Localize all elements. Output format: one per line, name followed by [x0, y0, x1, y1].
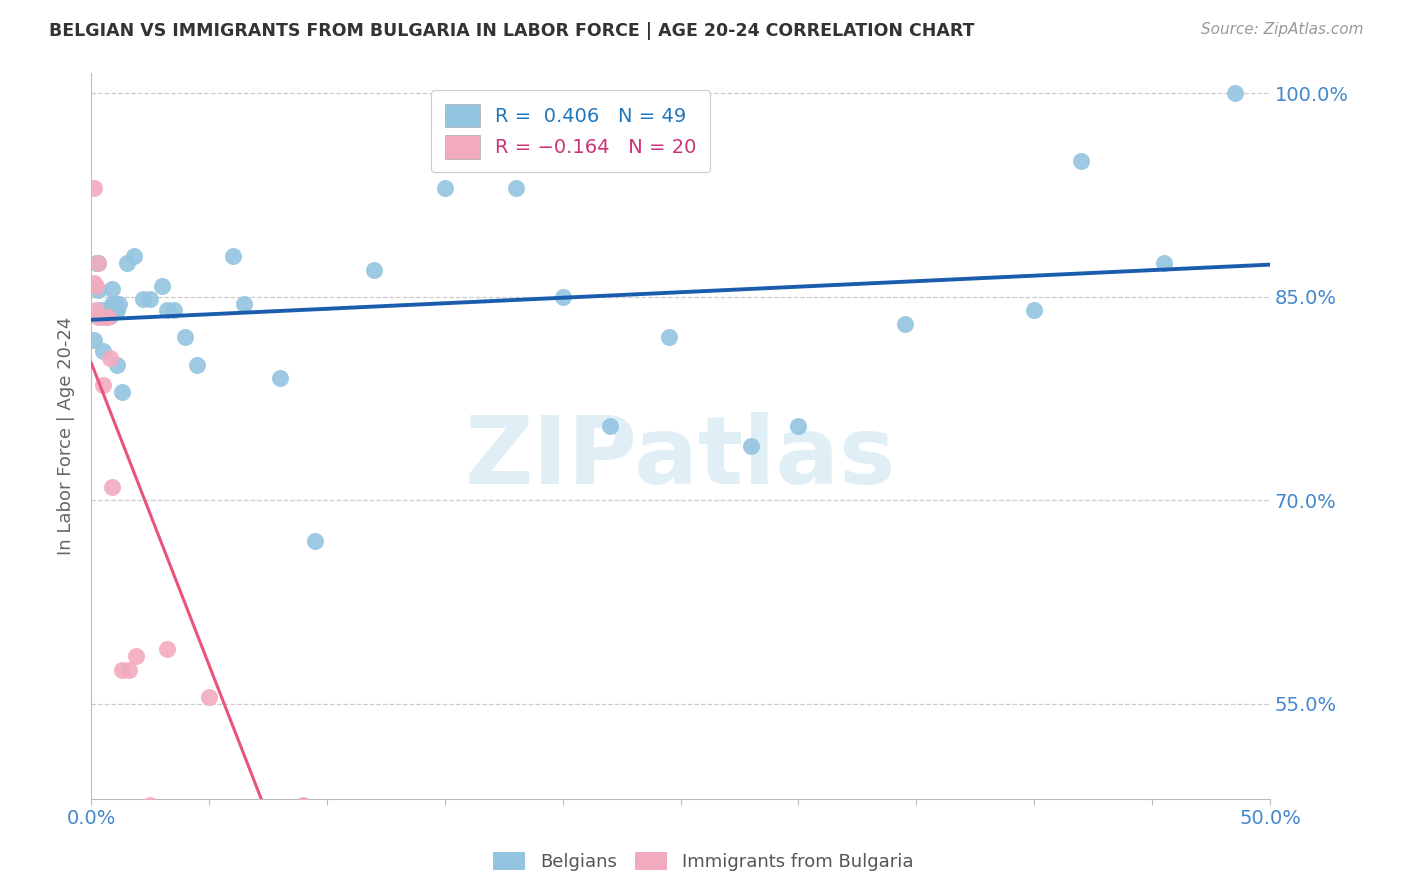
Point [101, 296, 124, 310]
Point [551, 290, 574, 304]
Point [787, 418, 810, 433]
Point [198, 690, 221, 704]
Point [98, 351, 121, 365]
Point [139, 293, 162, 307]
Point [91, 377, 114, 392]
Point [101, 282, 124, 296]
Point [1024, 303, 1046, 318]
Point [150, 279, 173, 293]
Point [155, 303, 177, 318]
Point [174, 330, 197, 344]
Point [83, 276, 105, 290]
Point [658, 330, 681, 344]
Point [104, 296, 127, 310]
Point [87, 283, 110, 297]
Point [233, 296, 256, 310]
Point [87, 256, 110, 270]
Point [97, 303, 120, 318]
Point [132, 293, 155, 307]
Point [101, 480, 124, 494]
Point [91, 343, 114, 358]
Point [105, 358, 128, 372]
Point [111, 663, 134, 677]
Point [186, 358, 208, 372]
Point [105, 303, 128, 318]
Point [97, 310, 120, 324]
Point [84, 303, 107, 318]
Point [87, 256, 110, 270]
Point [83, 333, 105, 347]
Point [111, 384, 134, 399]
Point [1153, 256, 1175, 270]
Point [98, 303, 121, 318]
Point [433, 181, 456, 195]
Point [118, 663, 141, 677]
Y-axis label: In Labor Force | Age 20-24: In Labor Force | Age 20-24 [58, 317, 75, 555]
Point [1070, 154, 1092, 169]
Point [221, 249, 243, 263]
Point [304, 533, 326, 548]
Point [740, 439, 762, 453]
Point [84, 256, 107, 270]
Point [1223, 87, 1246, 101]
Point [316, 859, 339, 873]
Point [893, 317, 915, 331]
Point [115, 256, 138, 270]
Point [83, 181, 105, 195]
Point [122, 249, 145, 263]
Point [292, 798, 315, 813]
Point [363, 262, 385, 277]
Point [599, 418, 621, 433]
Point [87, 310, 110, 324]
Text: ZIPatlas: ZIPatlas [465, 411, 896, 503]
Point [269, 371, 291, 385]
Point [505, 181, 527, 195]
Text: BELGIAN VS IMMIGRANTS FROM BULGARIA IN LABOR FORCE | AGE 20-24 CORRELATION CHART: BELGIAN VS IMMIGRANTS FROM BULGARIA IN L… [49, 22, 974, 40]
Point [125, 649, 148, 664]
Text: Source: ZipAtlas.com: Source: ZipAtlas.com [1201, 22, 1364, 37]
Point [155, 642, 177, 657]
Point [84, 279, 107, 293]
Point [90, 310, 112, 324]
Point [94, 309, 117, 323]
Legend: R =  0.406   N = 49, R = −0.164   N = 20: R = 0.406 N = 49, R = −0.164 N = 20 [432, 90, 710, 172]
Point [163, 303, 186, 318]
Point [91, 309, 114, 323]
Legend: Belgians, Immigrants from Bulgaria: Belgians, Immigrants from Bulgaria [485, 845, 921, 879]
Point [98, 309, 121, 323]
Point [139, 798, 162, 813]
Point [108, 296, 131, 310]
Point [94, 310, 117, 324]
Point [104, 303, 127, 318]
Point [90, 303, 112, 318]
